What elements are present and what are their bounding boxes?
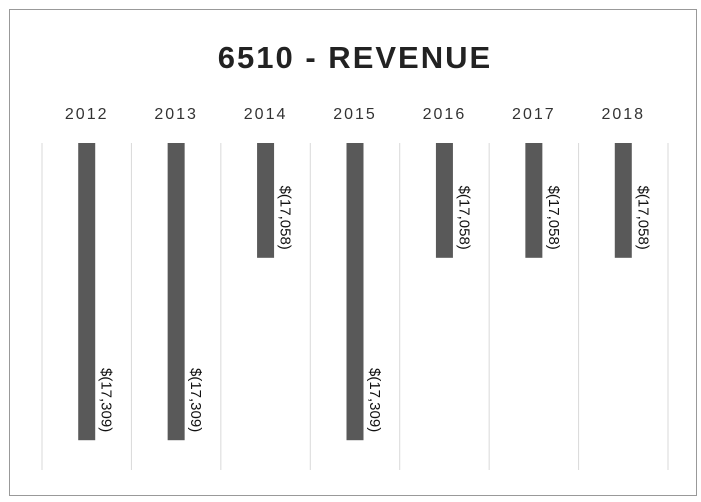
bar <box>257 143 275 258</box>
data-label: $(17,309) <box>98 368 115 432</box>
x-tick-label: 2012 <box>65 106 109 123</box>
x-tick-label: 2017 <box>512 106 556 123</box>
x-tick-label: 2018 <box>601 106 645 123</box>
x-tick-label: 2013 <box>154 106 198 123</box>
bar <box>167 143 185 441</box>
x-tick-label: 2016 <box>423 106 467 123</box>
data-label: $(17,058) <box>634 186 651 250</box>
bar <box>346 143 364 441</box>
bar <box>525 143 543 258</box>
data-label: $(17,058) <box>277 186 294 250</box>
bar <box>614 143 632 258</box>
data-label: $(17,058) <box>545 186 562 250</box>
bar <box>435 143 453 258</box>
x-tick-label: 2014 <box>244 106 288 123</box>
data-label: $(17,309) <box>187 368 204 432</box>
x-tick-label: 2015 <box>333 106 377 123</box>
data-label: $(17,058) <box>455 186 472 250</box>
chart-title: 6510 - REVENUE <box>218 40 492 75</box>
data-label: $(17,309) <box>366 368 383 432</box>
bar <box>78 143 96 441</box>
